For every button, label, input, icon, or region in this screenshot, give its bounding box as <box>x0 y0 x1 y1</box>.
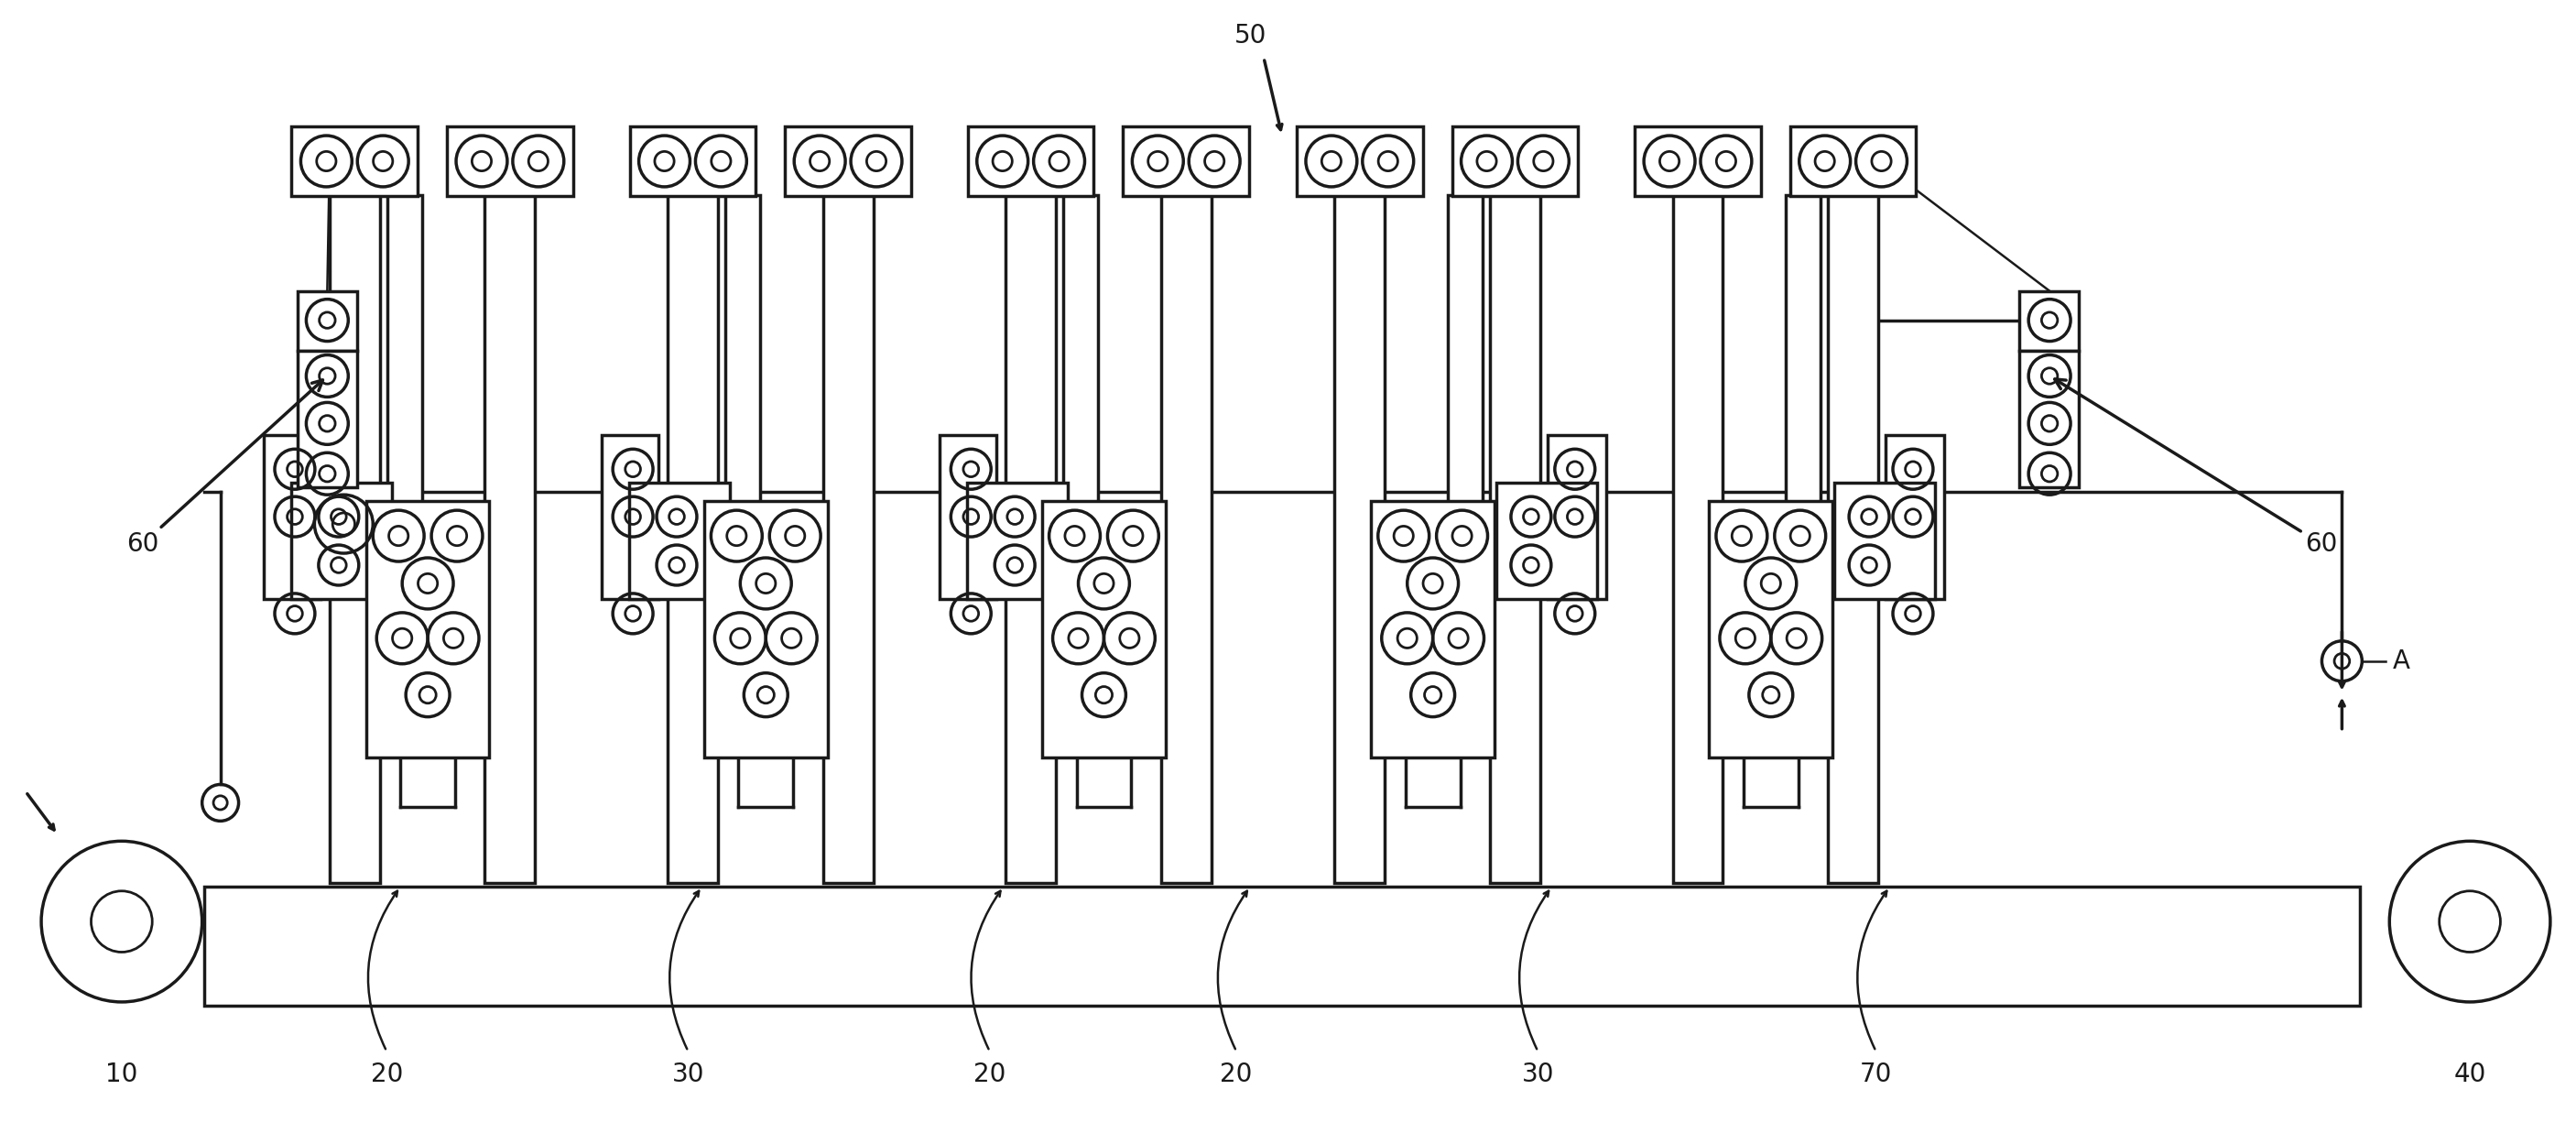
Bar <box>1497 483 1597 599</box>
Bar <box>1448 195 1484 579</box>
Bar <box>969 483 1069 599</box>
Bar <box>629 483 729 599</box>
Bar <box>1785 195 1821 579</box>
Bar <box>299 350 358 487</box>
Bar <box>1123 127 1249 196</box>
Text: 20: 20 <box>974 1062 1005 1087</box>
Bar <box>448 127 572 196</box>
Bar <box>1296 127 1422 196</box>
Bar <box>299 291 358 350</box>
Text: 50: 50 <box>1234 23 1267 49</box>
Bar <box>969 127 1095 196</box>
Bar <box>940 435 997 599</box>
Bar <box>1710 501 1832 757</box>
Bar <box>2020 291 2079 350</box>
Bar <box>1886 435 1945 599</box>
Bar <box>1005 195 1056 883</box>
Text: 30: 30 <box>672 1062 703 1087</box>
Bar <box>366 501 489 757</box>
Bar <box>667 195 719 883</box>
Text: A: A <box>2393 648 2409 674</box>
Bar <box>603 435 659 599</box>
Bar <box>822 195 873 883</box>
Text: 20: 20 <box>371 1062 402 1087</box>
Bar <box>330 195 379 883</box>
Bar <box>786 127 912 196</box>
Bar <box>204 887 2360 1006</box>
Bar <box>1672 195 1723 883</box>
Bar <box>263 435 319 599</box>
Bar <box>1829 195 1878 883</box>
Bar <box>1453 127 1579 196</box>
Bar <box>629 127 755 196</box>
Bar <box>484 195 536 883</box>
Bar <box>1548 435 1605 599</box>
Bar <box>1370 501 1494 757</box>
Bar <box>1064 195 1097 579</box>
Text: 30: 30 <box>1522 1062 1553 1087</box>
Bar <box>1834 483 1935 599</box>
Bar <box>291 483 392 599</box>
Bar <box>1334 195 1386 883</box>
Bar <box>291 127 417 196</box>
Bar <box>1489 195 1540 883</box>
Bar <box>1636 127 1762 196</box>
Text: 60: 60 <box>126 380 322 557</box>
Text: 20: 20 <box>1221 1062 1252 1087</box>
Bar <box>703 501 827 757</box>
Bar <box>1162 195 1211 883</box>
Bar <box>2020 350 2079 487</box>
Text: 60: 60 <box>2056 380 2339 557</box>
Text: 70: 70 <box>1860 1062 1893 1087</box>
Bar <box>726 195 760 579</box>
Bar <box>1043 501 1164 757</box>
Bar <box>386 195 422 579</box>
Text: 10: 10 <box>106 1062 139 1087</box>
Text: 40: 40 <box>2455 1062 2486 1087</box>
Bar <box>1790 127 1917 196</box>
